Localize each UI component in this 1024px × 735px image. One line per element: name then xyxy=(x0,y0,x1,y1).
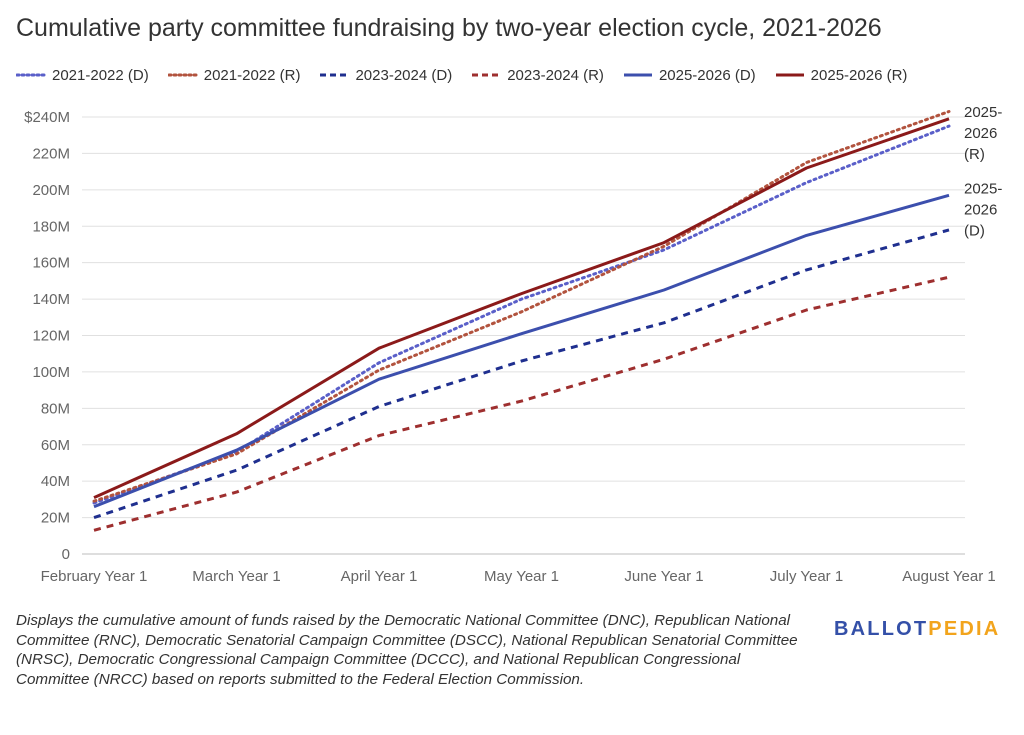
x-tick-label: July Year 1 xyxy=(770,568,843,585)
y-tick-label: 60M xyxy=(41,437,70,454)
x-tick-label: May Year 1 xyxy=(484,568,559,585)
y-tick-label: 140M xyxy=(32,291,70,308)
logo-ballot-text: BALLOT xyxy=(834,618,929,640)
legend-label: 2023-2024 (R) xyxy=(507,66,604,84)
y-tick-label: 180M xyxy=(32,218,70,235)
x-axis-tick-labels: February Year 1 March Year 1 April Year 1 M… xyxy=(41,568,996,585)
legend-item: 2023-2024 (R) xyxy=(471,67,604,84)
legend-label: 2021-2022 (R) xyxy=(203,66,301,84)
logo-pedia-text: PEDIA xyxy=(928,618,1001,640)
legend-swatch xyxy=(623,73,652,77)
series-line xyxy=(93,228,950,520)
series-line xyxy=(92,124,951,505)
y-tick-label: 220M xyxy=(32,145,70,162)
y-tick-label: 160M xyxy=(32,255,70,272)
series-line xyxy=(93,193,950,509)
y-tick-label: 40M xyxy=(41,473,70,490)
y-axis-tick-labels: 0 20M 40M 60M 80M 100M 120M 140M 160M 180M 200M 220… xyxy=(24,109,70,563)
data-series xyxy=(92,110,951,532)
ballotpedia-logo: BALLOTPEDIA xyxy=(834,618,1000,641)
legend-item: 2021-2022 (R) xyxy=(167,66,301,84)
legend-swatch xyxy=(775,73,804,77)
x-tick-label: August Year 1 xyxy=(902,568,995,585)
line-chart: 0 20M 40M 60M 80M 100M 120M 140M 160M 180M 200M 220… xyxy=(24,104,1002,585)
legend-label: 2025-2026 (D) xyxy=(658,66,756,84)
legend-swatch xyxy=(16,73,46,77)
x-tick-label: April Year 1 xyxy=(341,568,418,585)
legend-item: 2025-2026 (R) xyxy=(775,66,908,84)
y-tick-label: 200M xyxy=(32,182,70,199)
legend-swatch xyxy=(320,73,349,77)
x-tick-label: June Year 1 xyxy=(624,568,703,585)
legend-label: 2025-2026 (R) xyxy=(810,66,908,84)
y-tick-label: 0 xyxy=(62,546,70,563)
series-line xyxy=(93,275,950,532)
chart-footnote: Displays the cumulative amount of funds … xyxy=(16,612,798,688)
series-line xyxy=(93,117,950,499)
legend-item: 2021-2022 (D) xyxy=(16,67,149,84)
series-end-label: 2025-2026 (D) xyxy=(964,180,1002,239)
legend-swatch xyxy=(167,73,198,77)
x-tick-label: February Year 1 xyxy=(41,568,148,585)
chart-title: Cumulative party committee fundraising b… xyxy=(16,14,882,42)
legend-item: 2025-2026 (D) xyxy=(623,67,756,84)
y-tick-label: 80M xyxy=(41,400,70,417)
legend-swatch xyxy=(472,73,501,77)
series-end-label: 2025-2026 (R) xyxy=(964,104,1002,163)
y-tick-label: 20M xyxy=(41,510,70,527)
legend-label: 2023-2024 (D) xyxy=(355,66,453,84)
y-tick-label: 120M xyxy=(32,328,70,345)
y-tick-label: $240M xyxy=(24,109,70,126)
legend-label: 2021-2022 (D) xyxy=(52,66,149,84)
legend-item: 2023-2024 (D) xyxy=(319,67,452,84)
chart-legend: 2021-2022 (D) 2021-2022 (R) 2023-2024 (D) 2… xyxy=(16,64,926,86)
end-labels: 2025-2026 (R) 2025-2026 (D) xyxy=(964,104,1002,239)
x-tick-label: March Year 1 xyxy=(192,568,280,585)
series-line xyxy=(92,110,951,503)
gridlines xyxy=(82,116,965,555)
y-tick-label: 100M xyxy=(32,364,70,381)
